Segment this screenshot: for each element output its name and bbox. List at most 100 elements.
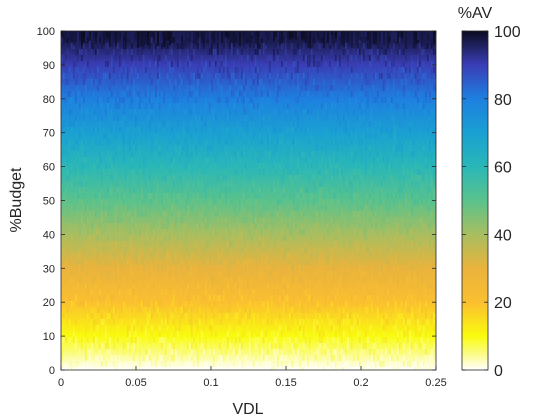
heatmap-streak — [251, 343, 253, 349]
heatmap-streak — [101, 313, 103, 319]
heatmap-streak — [77, 157, 79, 163]
heatmap-streak — [393, 343, 395, 349]
heatmap-streak — [393, 127, 395, 133]
heatmap-streak — [289, 175, 291, 181]
heatmap-streak — [153, 241, 155, 247]
heatmap-streak — [243, 331, 245, 337]
heatmap-streak — [69, 319, 71, 325]
heatmap-streak — [247, 307, 249, 313]
heatmap-streak — [187, 247, 189, 253]
heatmap-streak — [109, 103, 111, 109]
heatmap-streak — [281, 157, 283, 163]
heatmap-streak — [283, 193, 285, 199]
heatmap-streak — [397, 181, 399, 187]
heatmap-streak — [77, 283, 79, 289]
heatmap-streak — [129, 271, 131, 277]
heatmap-streak — [187, 223, 189, 229]
heatmap-streak — [395, 265, 397, 271]
heatmap-streak — [303, 313, 305, 319]
heatmap-streak — [265, 109, 267, 115]
heatmap-streak — [371, 307, 373, 313]
heatmap-streak — [189, 313, 191, 319]
heatmap-streak — [193, 277, 195, 283]
heatmap-streak — [107, 133, 109, 139]
heatmap-streak — [107, 151, 109, 157]
heatmap-streak — [131, 325, 133, 331]
heatmap-streak — [351, 133, 353, 139]
heatmap-streak — [411, 313, 413, 319]
heatmap-streak — [201, 73, 203, 79]
heatmap-streak — [133, 355, 135, 361]
heatmap-streak — [359, 49, 361, 55]
heatmap-streak — [149, 61, 151, 67]
heatmap-streak — [155, 61, 157, 67]
heatmap-streak — [321, 349, 323, 355]
heatmap-streak — [161, 37, 163, 43]
heatmap-streak — [261, 151, 263, 157]
heatmap-streak — [215, 331, 217, 337]
heatmap-streak — [319, 187, 321, 193]
heatmap-streak — [85, 271, 87, 277]
heatmap-streak — [295, 343, 297, 349]
heatmap-streak — [399, 79, 401, 85]
heatmap-streak — [373, 211, 375, 217]
heatmap-streak — [87, 61, 89, 67]
heatmap-streak — [105, 199, 107, 205]
heatmap-streak — [363, 271, 365, 277]
heatmap-streak — [293, 349, 295, 355]
heatmap-streak — [163, 253, 165, 259]
heatmap-streak — [391, 79, 393, 85]
heatmap-streak — [119, 121, 121, 127]
heatmap-streak — [361, 121, 363, 127]
heatmap-streak — [167, 235, 169, 241]
heatmap-streak — [127, 277, 129, 283]
heatmap-streak — [311, 115, 313, 121]
heatmap-streak — [177, 235, 179, 241]
heatmap-streak — [73, 91, 75, 97]
heatmap-streak — [85, 283, 87, 289]
heatmap-streak — [371, 109, 373, 115]
heatmap-streak — [409, 67, 411, 73]
heatmap-streak — [187, 85, 189, 91]
heatmap-streak — [319, 175, 321, 181]
heatmap-streak — [393, 265, 395, 271]
heatmap-streak — [371, 289, 373, 295]
heatmap-streak — [131, 67, 133, 73]
heatmap-streak — [339, 121, 341, 127]
heatmap-streak — [239, 85, 241, 91]
heatmap-streak — [149, 127, 151, 133]
heatmap-streak — [383, 55, 385, 61]
heatmap-streak — [213, 163, 215, 169]
heatmap-streak — [77, 55, 79, 61]
heatmap-streak — [189, 151, 191, 157]
heatmap-streak — [167, 331, 169, 337]
heatmap-streak — [289, 301, 291, 307]
heatmap-streak — [253, 319, 255, 325]
heatmap-streak — [153, 103, 155, 109]
heatmap-streak — [169, 229, 171, 235]
heatmap-streak — [137, 127, 139, 133]
heatmap-streak — [291, 361, 293, 367]
heatmap-streak — [171, 127, 173, 133]
heatmap-streak — [231, 301, 233, 307]
heatmap-streak — [401, 97, 403, 103]
heatmap-streak — [309, 175, 311, 181]
heatmap-streak — [335, 91, 337, 97]
heatmap-streak — [383, 199, 385, 205]
heatmap-streak — [79, 145, 81, 151]
heatmap-streak — [135, 85, 137, 91]
heatmap-streak — [293, 193, 295, 199]
heatmap-streak — [71, 319, 73, 325]
heatmap-streak — [175, 121, 177, 127]
heatmap-streak — [415, 295, 417, 301]
heatmap-streak — [129, 103, 131, 109]
heatmap-streak — [79, 337, 81, 343]
heatmap-streak — [395, 187, 397, 193]
heatmap-streak — [81, 247, 83, 253]
heatmap-streak — [183, 109, 185, 115]
heatmap-streak — [77, 43, 79, 49]
heatmap-streak — [207, 217, 209, 223]
heatmap-streak — [221, 49, 223, 55]
heatmap-streak — [227, 355, 229, 361]
heatmap-streak — [373, 355, 375, 361]
